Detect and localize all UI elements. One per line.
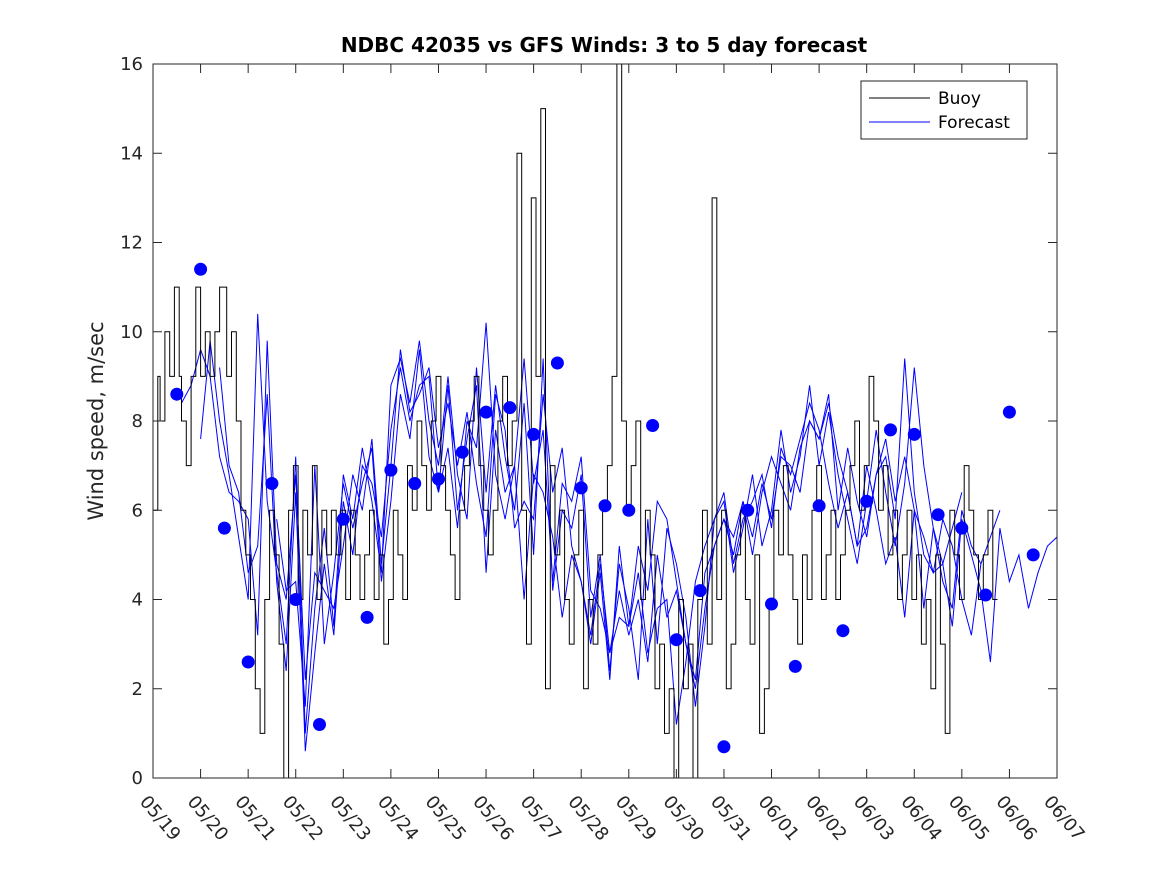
legend-box [860, 80, 1028, 140]
chart-title: NDBC 42035 vs GFS Winds: 3 to 5 day fore… [341, 33, 868, 57]
legend: Buoy Forecast [860, 80, 1028, 140]
forecast-marker [336, 512, 350, 526]
forecast-marker [669, 633, 683, 647]
forecast-marker [788, 659, 802, 673]
forecast-marker [455, 445, 469, 459]
forecast-marker [1002, 405, 1016, 419]
forecast-marker [812, 499, 826, 513]
y-tick-label: 14 [120, 143, 143, 164]
forecast-marker [313, 718, 326, 731]
y-tick-label: 6 [132, 500, 143, 521]
y-tick-label: 0 [132, 768, 143, 789]
forecast-marker [384, 463, 398, 477]
y-tick-label: 16 [120, 54, 143, 75]
forecast-marker [884, 423, 897, 437]
legend-buoy-label: Buoy [938, 89, 981, 109]
forecast-line-3 [276, 322, 1057, 725]
forecast-marker [432, 472, 445, 486]
forecast-marker [479, 405, 493, 419]
forecast-line-2 [219, 358, 1001, 752]
forecast-marker [217, 521, 231, 535]
plot-area [153, 64, 1057, 778]
y-tick-label: 12 [120, 233, 143, 254]
forecast-marker [170, 387, 184, 401]
forecast-marker [979, 588, 993, 602]
y-tick-label: 4 [132, 590, 143, 611]
forecast-marker [765, 597, 778, 611]
forecast-marker [955, 521, 969, 535]
series-group [153, 64, 1057, 778]
forecast-marker [741, 503, 755, 517]
forecast-marker [907, 427, 921, 441]
forecast-marker [622, 503, 636, 517]
forecast-marker [693, 584, 707, 598]
forecast-marker [574, 481, 588, 495]
forecast-marker [931, 508, 945, 522]
forecast-marker [408, 477, 422, 490]
forecast-marker [194, 262, 208, 276]
forecast-marker [360, 610, 374, 624]
buoy-line [153, 64, 998, 778]
forecast-marker [265, 477, 279, 490]
y-tick-label: 2 [132, 679, 143, 700]
y-axis-label: Wind speed, m/sec [84, 321, 108, 520]
forecast-marker [598, 499, 612, 513]
forecast-marker [1026, 548, 1040, 562]
forecast-marker [550, 356, 564, 370]
y-tick-label: 10 [120, 322, 143, 343]
forecast-marker [836, 624, 850, 638]
forecast-marker [527, 427, 541, 441]
forecast-marker [860, 494, 874, 508]
forecast-marker [289, 593, 303, 606]
forecast-marker [646, 419, 660, 432]
forecast-marker [503, 401, 517, 415]
legend-forecast-label: Forecast [938, 113, 1010, 133]
forecast-marker [241, 655, 255, 669]
forecast-marker [717, 740, 731, 754]
y-tick-label: 8 [132, 411, 143, 432]
forecast-line-0 [181, 340, 963, 680]
